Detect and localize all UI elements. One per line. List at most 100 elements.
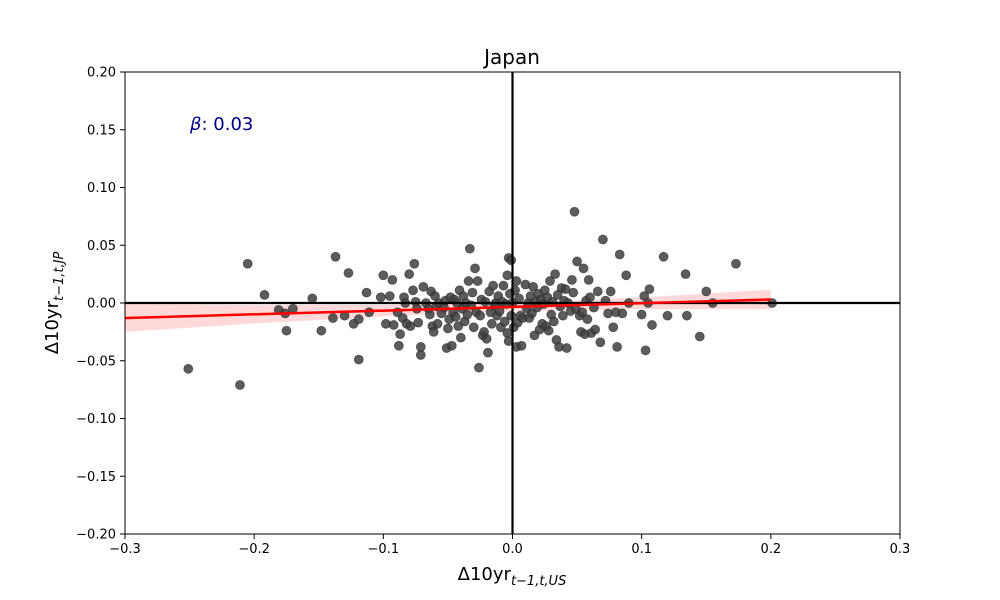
data-point bbox=[446, 340, 457, 351]
data-point bbox=[384, 291, 395, 301]
data-point bbox=[502, 270, 513, 281]
data-point bbox=[486, 318, 497, 329]
data-point bbox=[455, 332, 466, 343]
plot-area bbox=[124, 72, 900, 534]
y-axis-label-subscript: t−1,t,JP bbox=[52, 252, 67, 301]
y-axis-label-main: Δ10yr bbox=[42, 300, 63, 354]
data-point bbox=[443, 323, 453, 334]
data-point bbox=[424, 309, 435, 320]
data-point bbox=[662, 310, 673, 321]
data-point bbox=[528, 281, 539, 292]
data-point bbox=[572, 256, 582, 267]
data-point bbox=[543, 325, 554, 336]
data-point bbox=[462, 309, 473, 320]
data-point bbox=[467, 287, 478, 298]
data-point bbox=[418, 281, 429, 292]
y-tick-label: −0.15 bbox=[76, 470, 116, 485]
data-point bbox=[608, 322, 619, 333]
data-point bbox=[614, 249, 625, 260]
y-tick-label: 0.15 bbox=[87, 123, 116, 138]
data-point bbox=[474, 362, 484, 373]
data-point bbox=[590, 324, 601, 335]
data-point bbox=[330, 251, 341, 262]
data-point bbox=[701, 286, 712, 297]
data-point bbox=[450, 311, 461, 322]
data-point bbox=[577, 307, 588, 318]
data-point bbox=[569, 206, 580, 217]
y-tick-label: −0.20 bbox=[76, 528, 116, 543]
data-point bbox=[307, 293, 318, 304]
y-tick-label: −0.05 bbox=[76, 354, 116, 369]
data-point bbox=[463, 276, 474, 286]
x-tick-label: −0.3 bbox=[109, 542, 141, 557]
data-point bbox=[428, 326, 439, 337]
chart-title: Japan bbox=[482, 45, 540, 69]
x-tick-label: 0.2 bbox=[760, 542, 781, 557]
beta-annotation: β: 0.03 bbox=[189, 114, 253, 135]
y-axis-label: Δ10yrt−1,t,JP bbox=[42, 252, 67, 355]
data-point bbox=[281, 325, 292, 336]
data-point bbox=[375, 292, 386, 303]
x-tick-label: −0.1 bbox=[368, 542, 400, 557]
data-point bbox=[567, 274, 577, 285]
data-point bbox=[731, 258, 741, 269]
data-point bbox=[242, 258, 253, 269]
data-point bbox=[353, 354, 364, 365]
data-point bbox=[259, 290, 270, 300]
data-point bbox=[404, 269, 415, 280]
y-tick-label: 0.10 bbox=[87, 181, 116, 196]
y-tick-label: 0.00 bbox=[87, 297, 116, 312]
data-point bbox=[481, 333, 492, 344]
data-point bbox=[498, 280, 509, 291]
axis-ticks: −0.3 −0.2 −0.1 0.0 0.1 0.2 0.3 −0.20 −0.15 −0.10 −… bbox=[76, 66, 910, 558]
data-point bbox=[582, 314, 593, 325]
data-point bbox=[561, 343, 572, 353]
data-point bbox=[585, 292, 595, 303]
data-point bbox=[378, 270, 389, 281]
data-point bbox=[415, 341, 426, 352]
data-point bbox=[644, 284, 655, 295]
data-point bbox=[612, 341, 623, 352]
data-point bbox=[506, 310, 517, 321]
data-point bbox=[516, 340, 527, 351]
data-point bbox=[413, 317, 424, 328]
data-point bbox=[415, 350, 426, 360]
x-axis-label: Δ10yrt−1,t,US bbox=[458, 564, 567, 589]
data-point bbox=[592, 286, 603, 297]
data-point bbox=[361, 287, 372, 298]
data-point bbox=[328, 313, 338, 323]
data-point bbox=[548, 316, 559, 327]
data-point bbox=[393, 340, 404, 351]
data-point bbox=[680, 269, 691, 280]
x-tick-label: 0.3 bbox=[890, 542, 911, 557]
data-point bbox=[640, 345, 651, 356]
x-tick-label: 0.1 bbox=[631, 542, 652, 557]
data-point bbox=[621, 270, 632, 281]
data-point bbox=[658, 251, 669, 262]
data-point bbox=[557, 310, 568, 321]
data-point bbox=[353, 314, 364, 325]
data-point bbox=[183, 363, 194, 374]
data-point bbox=[409, 258, 420, 269]
data-point bbox=[235, 380, 245, 390]
y-tick-label: −0.10 bbox=[76, 412, 116, 427]
data-point bbox=[395, 329, 406, 340]
data-point bbox=[595, 337, 606, 348]
data-point bbox=[483, 347, 493, 358]
x-tick-label: 0.0 bbox=[502, 542, 523, 557]
data-point bbox=[488, 280, 499, 291]
data-point bbox=[468, 322, 479, 333]
x-axis-label-subscript: t−1,t,US bbox=[511, 574, 566, 589]
x-axis-label-main: Δ10yr bbox=[458, 564, 512, 585]
data-point bbox=[387, 274, 398, 285]
data-point bbox=[480, 296, 491, 307]
data-point bbox=[499, 316, 510, 327]
data-point bbox=[343, 268, 354, 278]
data-point bbox=[408, 285, 418, 296]
data-point bbox=[472, 276, 483, 286]
y-tick-label: 0.20 bbox=[87, 66, 116, 81]
data-point bbox=[568, 287, 579, 298]
regression-line bbox=[124, 298, 771, 320]
data-point bbox=[475, 310, 486, 321]
